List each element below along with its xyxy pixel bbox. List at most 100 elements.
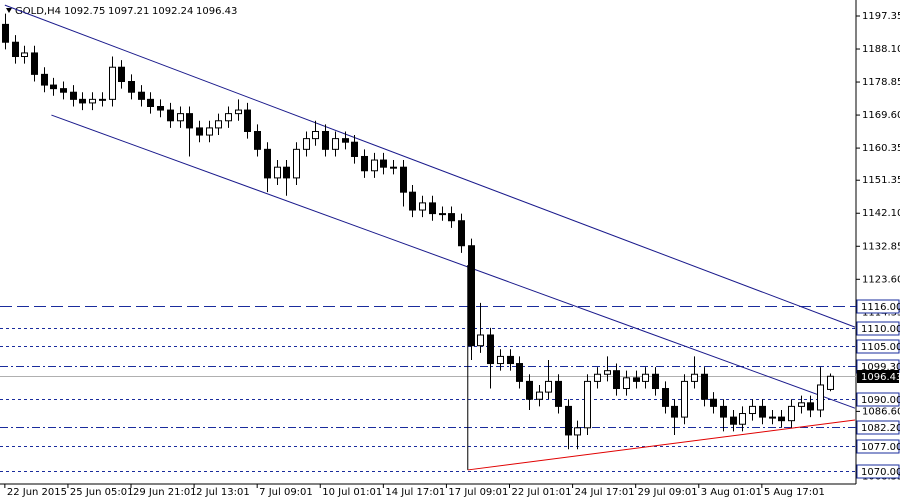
candle-body — [642, 373, 649, 382]
level-label: 1099.30 — [861, 362, 900, 373]
x-tick-label: 14 Jul 17:01 — [385, 487, 445, 498]
x-tick-label: 7 Jul 09:01 — [259, 487, 313, 498]
candle-body — [177, 113, 184, 122]
header-ohlc: 1092.24 — [152, 6, 193, 17]
candle-body — [613, 370, 620, 390]
candle-body — [419, 202, 426, 211]
candle-body — [186, 113, 193, 129]
candle-body — [196, 127, 203, 136]
candle-body — [138, 91, 145, 100]
y-tick-label: 1132.85 — [862, 241, 900, 252]
level-label-box — [856, 339, 900, 354]
candle-body — [710, 398, 717, 407]
y-tick-label: 1169.60 — [862, 110, 900, 121]
candle-body — [371, 159, 378, 172]
trendline — [51, 114, 856, 409]
trendline — [467, 419, 856, 471]
candle-body — [477, 334, 484, 347]
candle-body — [60, 88, 67, 93]
level-label: 1082.20 — [861, 423, 900, 434]
candle-body — [798, 402, 805, 407]
x-tick-label: 29 Jul 09:01 — [638, 487, 698, 498]
x-tick-label: 5 Aug 17:01 — [764, 487, 825, 498]
candle-body — [574, 427, 581, 436]
current-price-box — [857, 370, 899, 383]
level-label-box — [856, 321, 900, 336]
candle-body — [332, 138, 339, 150]
header-ohlc: 1096.43 — [196, 6, 237, 17]
candle-body — [50, 84, 57, 90]
candle-body — [409, 191, 416, 211]
candle-body — [487, 334, 494, 365]
x-tick-label: 10 Jul 01:01 — [322, 487, 382, 498]
candle-body — [264, 148, 271, 179]
candle-body — [274, 166, 281, 179]
candle-body — [99, 98, 106, 101]
candle-body — [594, 373, 601, 382]
candle-body — [12, 41, 19, 58]
candle-body — [31, 52, 38, 75]
candle-body — [439, 213, 446, 216]
candle-body — [788, 405, 795, 422]
y-tick-label: 1142.10 — [862, 208, 900, 219]
candle-body — [400, 166, 407, 193]
candle-body — [225, 113, 232, 122]
y-tick-label: 1123.60 — [862, 274, 900, 285]
level-label-box — [856, 392, 900, 407]
candle-body — [458, 220, 465, 247]
y-tick-label: 1197.35 — [862, 11, 900, 22]
candle-body — [545, 380, 552, 393]
header-ohlc: 1092.75 — [64, 6, 105, 17]
candle-body — [167, 109, 174, 122]
trendline — [4, 4, 856, 328]
candle-body — [41, 73, 48, 86]
candle-body — [322, 130, 329, 150]
candle-body — [79, 98, 86, 104]
candle-body — [807, 402, 814, 411]
candle-body — [516, 363, 523, 382]
candle-body — [215, 120, 222, 129]
candle-body — [681, 380, 688, 418]
x-tick-label: 29 Jun 21:01 — [133, 487, 197, 498]
candle-body — [526, 380, 533, 400]
candle-body — [749, 405, 756, 415]
candle-body — [303, 138, 310, 150]
level-label-box — [856, 299, 900, 314]
candle-body — [118, 66, 125, 83]
candle-body — [555, 380, 562, 407]
level-label: 1116.00 — [861, 302, 900, 313]
candle-body — [507, 355, 514, 365]
level-label: 1077.00 — [861, 442, 900, 453]
candle-body — [468, 245, 475, 347]
candle-body — [147, 98, 154, 107]
candle-body — [652, 373, 659, 390]
y-tick-label: 1160.35 — [862, 143, 900, 154]
candle-body — [565, 405, 572, 436]
candle-body — [739, 413, 746, 425]
y-tick-label: 1151.35 — [862, 175, 900, 186]
candle-body — [109, 66, 116, 100]
current-price-label: 1096.43 — [861, 372, 900, 383]
candle-body — [662, 388, 669, 407]
level-label: 1105.00 — [861, 342, 900, 353]
candle-body — [390, 166, 397, 169]
candle-body — [21, 52, 28, 58]
candle-body — [584, 380, 591, 429]
candle-body — [769, 416, 776, 419]
candle-body — [254, 130, 261, 150]
candle-body — [730, 416, 737, 425]
candle-body — [157, 105, 164, 111]
candle-body — [691, 373, 698, 382]
candle-body — [2, 23, 9, 43]
x-tick-label: 25 Jun 05:01 — [70, 487, 134, 498]
candle-body — [827, 375, 834, 390]
candle-body — [759, 405, 766, 418]
candle-body — [701, 373, 708, 400]
candle-body — [778, 416, 785, 422]
candle-body — [633, 377, 640, 382]
level-label-box — [856, 464, 900, 479]
level-label-box — [856, 420, 900, 435]
x-tick-label: 3 Aug 01:01 — [701, 487, 762, 498]
